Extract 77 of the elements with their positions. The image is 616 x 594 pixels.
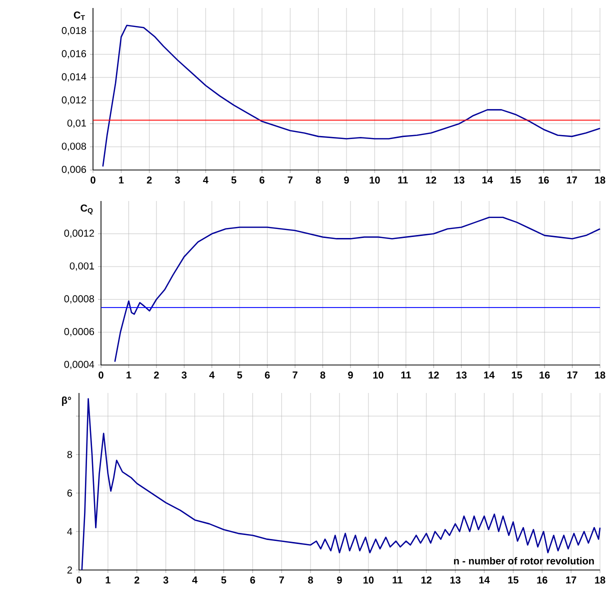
x-tick-label: 14: [482, 176, 493, 184]
x-tick-label: 5: [221, 576, 226, 584]
x-tick-label: 5: [237, 372, 242, 378]
x-tick-label: 18: [595, 576, 606, 584]
x-tick-label: 8: [308, 576, 314, 584]
x-tick-label: 7: [292, 372, 298, 378]
y-tick-label: 0,001: [70, 262, 94, 271]
x-tick-label: 18: [595, 372, 606, 379]
y-tick-label: 0,01: [67, 120, 86, 128]
x-tick-label: 10: [364, 576, 374, 584]
x-tick-label: 11: [392, 576, 402, 584]
x-tick-label: 0: [76, 576, 82, 584]
x-tick-label: 13: [450, 576, 460, 584]
x-tick-label: 4: [203, 176, 208, 184]
x-tick-label: 4: [209, 372, 215, 378]
x-tick-label: 16: [538, 176, 549, 184]
y-tick-label: 0,012: [62, 96, 86, 105]
x-tick-label: 18: [595, 176, 606, 184]
y-tick-label: 8: [67, 451, 72, 458]
x-tick-label: 4: [192, 576, 198, 584]
x-tick-label: 2: [146, 176, 152, 184]
x-tick-label: 1: [119, 176, 124, 184]
y-tick-label: 0,018: [62, 27, 86, 36]
y-axis-title: C$_{Q}$: [80, 204, 93, 214]
x-tick-label: 3: [174, 176, 180, 184]
x-tick-label: 6: [264, 372, 270, 379]
y-tick-label: 0,0004: [64, 360, 94, 370]
x-tick-label: 6: [260, 176, 264, 184]
x-tick-label: 9: [348, 372, 353, 379]
x-tick-label: 12: [428, 372, 439, 379]
x-tick-label: 10: [373, 372, 384, 379]
x-tick-label: 7: [279, 576, 284, 584]
x-tick-label: 12: [421, 576, 432, 584]
y-tick-label: 0,008: [62, 142, 86, 151]
y-tick-label: 2: [67, 566, 72, 574]
y-tick-label: 0,014: [62, 73, 86, 82]
y-tick-label: 6: [67, 489, 72, 497]
x-tick-label: 11: [401, 372, 411, 378]
x-tick-label: 3: [163, 576, 168, 584]
x-tick-label: 15: [510, 176, 521, 184]
y-tick-label: 0,0006: [64, 328, 94, 336]
x-tick-label: 17: [566, 576, 576, 584]
x-tick-label: 9: [344, 176, 349, 184]
x-tick-label: 1: [106, 576, 110, 584]
x-tick-label: 17: [566, 176, 577, 184]
x-tick-label: 15: [512, 372, 522, 378]
x-tick-label: 12: [426, 176, 436, 184]
y-tick-label: 0,006: [62, 166, 86, 174]
x-tick-label: 0: [90, 176, 96, 184]
x-tick-label: 13: [456, 372, 467, 379]
x-tick-label: 1: [126, 372, 132, 378]
x-axis-title: n - number of rotor revolution: [454, 557, 594, 564]
y-axis-title: C$_{T}$: [74, 12, 85, 20]
x-tick-label: 7: [288, 176, 293, 184]
x-tick-label: 16: [537, 576, 548, 584]
y-tick-label: 0,0012: [64, 230, 94, 238]
x-tick-label: 5: [231, 176, 236, 184]
y-tick-label: 0,0008: [64, 295, 94, 304]
x-tick-label: 13: [454, 176, 464, 184]
x-tick-label: 16: [540, 372, 550, 379]
x-tick-label: 9: [337, 576, 342, 584]
x-tick-label: 8: [320, 372, 326, 379]
x-tick-label: 8: [316, 176, 321, 184]
x-tick-label: 17: [567, 372, 578, 378]
x-tick-label: 0: [98, 372, 104, 379]
x-tick-label: 2: [154, 372, 159, 379]
x-tick-label: 14: [484, 372, 495, 378]
y-tick-label: 0,016: [62, 50, 86, 58]
x-tick-label: 15: [508, 576, 518, 584]
x-tick-label: 2: [134, 576, 140, 584]
y-axis-title: β°: [62, 396, 72, 406]
x-tick-label: 10: [370, 176, 380, 184]
x-tick-label: 3: [182, 372, 187, 379]
x-tick-label: 6: [250, 576, 256, 584]
x-tick-label: 11: [398, 176, 408, 184]
y-tick-label: 4: [67, 528, 72, 535]
x-tick-label: 14: [479, 576, 490, 584]
